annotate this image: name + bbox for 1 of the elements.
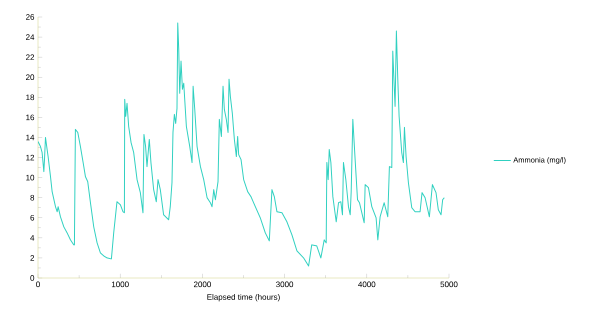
line-series <box>38 22 445 266</box>
